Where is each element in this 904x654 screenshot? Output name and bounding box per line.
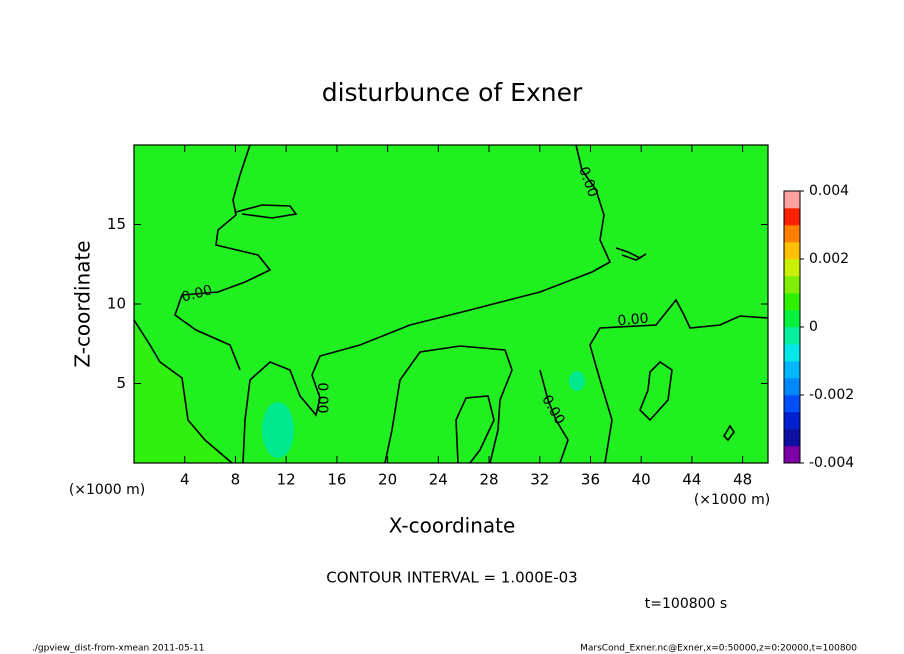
- colorbar-band: [784, 446, 800, 464]
- colorbar-band: [784, 293, 800, 311]
- x-unit-label: (×1000 m): [694, 492, 770, 508]
- x-tick-label: 36: [581, 471, 600, 489]
- plot-field: [133, 144, 769, 464]
- contour-line: [539, 369, 569, 464]
- contour-label: 0.00: [180, 282, 214, 306]
- x-tick-label: 32: [530, 471, 549, 489]
- field-region: [262, 402, 294, 458]
- colorbar-band: [784, 259, 800, 277]
- x-tick-label: 8: [231, 471, 241, 489]
- y-axis-label: Z-coordinate: [71, 240, 95, 367]
- colorbar-band: [784, 242, 800, 260]
- contour-line: [242, 144, 612, 464]
- colorbar-tick-label: 0.002: [809, 251, 849, 267]
- contour-line: [722, 424, 735, 442]
- contour-line: [589, 298, 769, 464]
- colorbar-band: [784, 361, 800, 379]
- y-tick-label: 5: [116, 374, 126, 392]
- x-tick-label: 44: [682, 471, 701, 489]
- colorbar-band: [784, 310, 800, 328]
- contour-line: [174, 144, 272, 371]
- colorbar-band: [784, 225, 800, 243]
- x-tick-label: 24: [429, 471, 448, 489]
- x-tick-label: 12: [277, 471, 296, 489]
- colorbar-band: [784, 327, 800, 345]
- contour-line: [615, 247, 647, 261]
- contour-line: [384, 345, 513, 464]
- x-tick-label: 48: [733, 471, 752, 489]
- x-axis-label: X-coordinate: [389, 514, 516, 538]
- chart-title: disturbunce of Exner: [322, 78, 583, 107]
- field-region: [569, 371, 585, 391]
- x-unit-label: (×1000 m): [69, 482, 145, 498]
- footer-left: ./gpview_dist-from-xmean 2011-05-11: [32, 644, 204, 654]
- colorbar-tick-label: 0.004: [809, 183, 849, 199]
- contour-interval: CONTOUR INTERVAL = 1.000E-03: [326, 569, 577, 587]
- contour-line: [455, 395, 495, 464]
- colorbar-band: [784, 429, 800, 447]
- colorbar-band: [784, 344, 800, 362]
- contour-line: [235, 204, 298, 219]
- x-tick-label: 16: [327, 471, 346, 489]
- x-tick-label: 4: [180, 471, 190, 489]
- colorbar-band: [784, 412, 800, 430]
- footer-right: MarsCond_Exner.nc@Exner,x=0:50000,z=0:20…: [580, 644, 857, 654]
- field: [134, 145, 768, 463]
- colorbar-band: [784, 395, 800, 413]
- x-tick-label: 40: [632, 471, 651, 489]
- colorbar-band: [784, 191, 800, 209]
- x-tick-label: 20: [378, 471, 397, 489]
- colorbar-tick-label: -0.004: [809, 455, 854, 471]
- x-tick-label: 28: [479, 471, 498, 489]
- field-region: [134, 320, 230, 463]
- contour-line: [639, 360, 673, 422]
- colorbar-band: [784, 208, 800, 226]
- colorbar-band: [784, 276, 800, 294]
- contour-label: 0.00: [314, 382, 330, 413]
- colorbar-tick-label: -0.002: [809, 387, 854, 403]
- time-label: t=100800 s: [645, 596, 727, 612]
- contour-line: [133, 319, 233, 464]
- colorbar-band: [784, 378, 800, 396]
- y-tick-label: 15: [107, 215, 126, 233]
- colorbar-tick-label: 0: [809, 319, 818, 335]
- contour-label: 0.00: [617, 311, 649, 330]
- y-tick-label: 10: [107, 295, 126, 313]
